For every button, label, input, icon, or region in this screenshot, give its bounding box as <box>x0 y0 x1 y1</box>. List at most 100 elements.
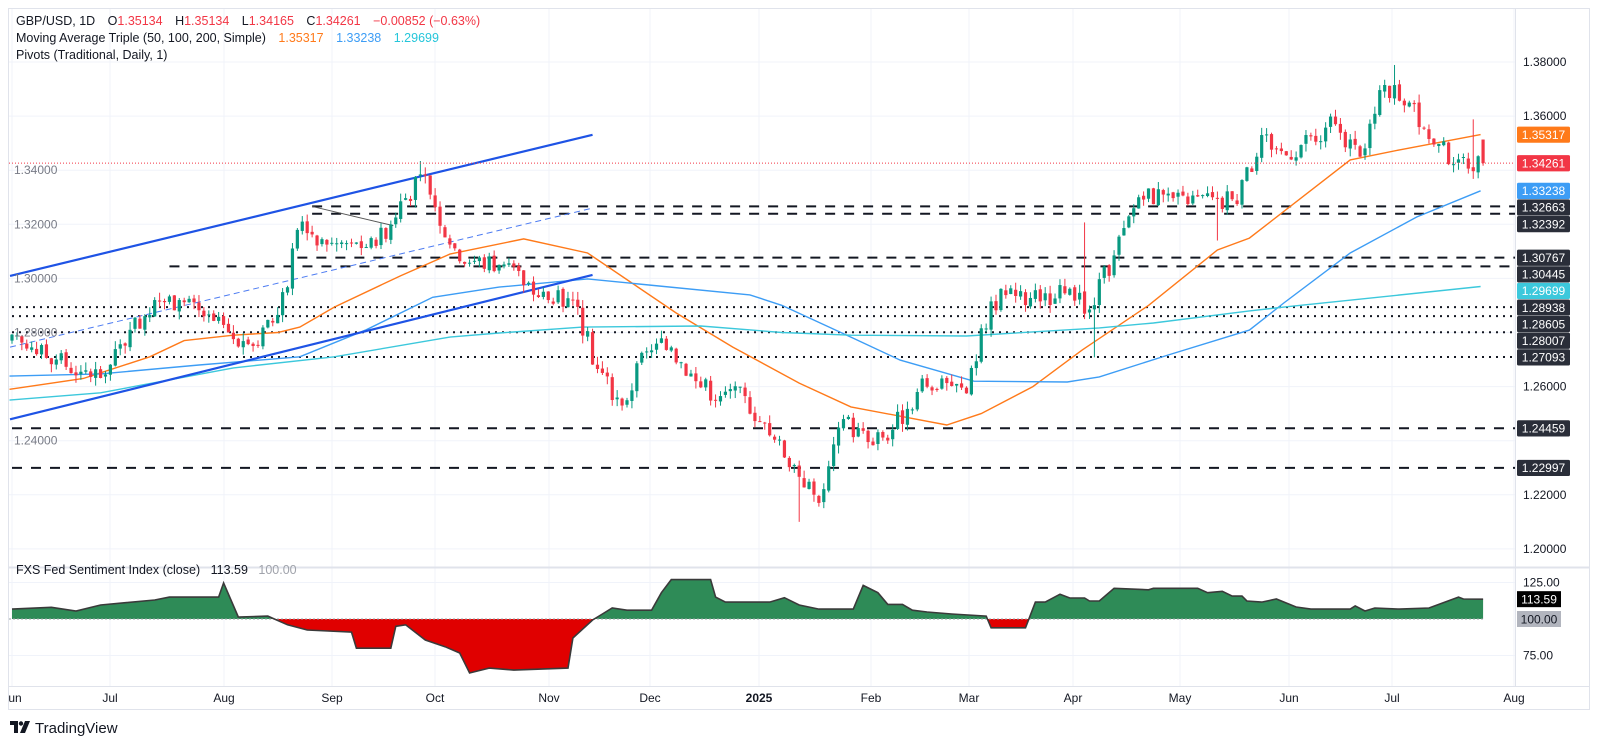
price-axis[interactable]: 1.35317 1.34261 1.33238 1.32663 1.32392 1.307… <box>14 55 1570 556</box>
time-axis-label[interactable]: Aug <box>213 691 234 705</box>
time-axis-label[interactable]: Jul <box>102 691 117 705</box>
candle <box>896 404 900 430</box>
candle <box>625 397 629 408</box>
candle <box>74 365 78 383</box>
candle-body <box>1019 291 1023 297</box>
candle-body <box>650 350 654 353</box>
time-axis-label[interactable]: May <box>1169 691 1192 705</box>
candle-body <box>20 336 24 343</box>
candle-body <box>354 242 358 244</box>
candle <box>1235 193 1239 206</box>
time-axis-label[interactable]: Sep <box>321 691 343 705</box>
candle <box>354 242 358 245</box>
trendlines[interactable] <box>9 133 593 421</box>
indicator-axis[interactable]: 125.00 75.00 113.59 100.00 <box>1517 576 1561 663</box>
time-axis-label[interactable]: Feb <box>861 691 882 705</box>
candle <box>207 310 211 323</box>
candle-body <box>571 299 575 301</box>
candle-body <box>881 431 885 438</box>
candle <box>955 383 959 393</box>
indicator-legend[interactable]: FXS Fed Sentiment Index (close) 113.59 1… <box>16 562 297 579</box>
price-tick-label: 1.32000 <box>14 217 58 231</box>
trendline-swing-line[interactable] <box>312 205 394 227</box>
candle-body <box>1073 287 1077 301</box>
time-axis-label[interactable]: Dec <box>639 691 660 705</box>
time-axis-label[interactable]: Apr <box>1064 691 1083 705</box>
candle-body <box>718 396 723 402</box>
candle <box>900 404 905 432</box>
candle <box>1471 119 1475 179</box>
time-axis-label[interactable]: Mar <box>959 691 980 705</box>
candle-body <box>94 369 98 378</box>
candle <box>369 236 373 250</box>
candle <box>1137 194 1141 209</box>
candle-body <box>153 300 157 317</box>
ma-legend[interactable]: Moving Average Triple (50, 100, 200, Sim… <box>16 30 439 47</box>
pivots-legend[interactable]: Pivots (Traditional, Daily, 1) <box>16 47 167 64</box>
open-value: 1.35134 <box>117 14 163 28</box>
price-badge-bg <box>1517 420 1570 437</box>
time-axis-label[interactable]: Nov <box>538 691 559 705</box>
price-badge-label: 1.22997 <box>1522 461 1566 475</box>
price-badge-label: 1.30767 <box>1522 251 1566 265</box>
candle <box>777 435 782 446</box>
candle-body <box>477 257 481 262</box>
time-axis-label[interactable]: 2025 <box>746 691 773 705</box>
price-tick-label: 1.24000 <box>14 434 58 448</box>
candle <box>69 362 73 374</box>
trendline-upper-channel[interactable] <box>9 133 593 278</box>
candle <box>1442 137 1446 147</box>
candle-body <box>940 378 944 389</box>
symbol-legend[interactable]: GBP/USD, 1D O1.35134 H1.35134 L1.34165 C… <box>16 13 480 30</box>
candle-body <box>502 264 506 267</box>
candle <box>709 375 713 406</box>
candle-body <box>1378 90 1382 115</box>
time-axis-label[interactable]: Jul <box>1384 691 1399 705</box>
candle-body <box>315 235 319 246</box>
candle-body <box>1097 279 1101 306</box>
high-label: H <box>175 14 185 28</box>
candle-body <box>1132 208 1136 217</box>
candle <box>1151 187 1156 205</box>
candle <box>915 388 919 412</box>
candle <box>153 297 157 317</box>
candle-body <box>1358 146 1362 157</box>
candle-body <box>300 221 304 231</box>
time-axis-label[interactable]: Aug <box>1503 691 1524 705</box>
candle <box>861 422 865 434</box>
candle <box>192 294 196 310</box>
candle-body <box>1255 156 1259 171</box>
candle-body <box>507 263 511 265</box>
candle <box>256 340 260 348</box>
time-axis-label[interactable]: Jun <box>1279 691 1298 705</box>
candle-body <box>1225 191 1229 211</box>
candle <box>527 281 531 286</box>
time-axis[interactable]: Jun Jul Aug Sep Oct Nov Dec 2025 Feb Mar Apr May Jun… <box>0 688 1525 708</box>
price-badge-bg <box>1517 266 1570 283</box>
candle <box>817 494 821 507</box>
candle <box>448 234 452 249</box>
candle <box>394 212 398 228</box>
trendline-lower-channel[interactable] <box>9 273 593 421</box>
candle-body <box>389 224 393 240</box>
candle <box>103 371 108 384</box>
candle <box>349 238 354 248</box>
candle <box>310 225 314 238</box>
candle <box>1328 113 1333 133</box>
candle-body <box>1471 167 1475 172</box>
candle <box>969 365 973 396</box>
candle <box>408 195 413 207</box>
candle-body <box>458 249 462 262</box>
candle-body <box>728 389 732 392</box>
candle-body <box>1388 85 1392 99</box>
candle-body <box>871 441 875 446</box>
candle <box>1348 134 1352 157</box>
candle <box>325 239 329 252</box>
tradingview-logo[interactable]: TradingView <box>10 720 118 737</box>
price-badge-label: 1.28938 <box>1522 301 1566 315</box>
candle-body <box>920 378 924 392</box>
candle-body <box>1048 293 1052 306</box>
time-axis-label[interactable]: Oct <box>426 691 445 705</box>
indicator-title: FXS Fed Sentiment Index (close) <box>16 563 201 577</box>
